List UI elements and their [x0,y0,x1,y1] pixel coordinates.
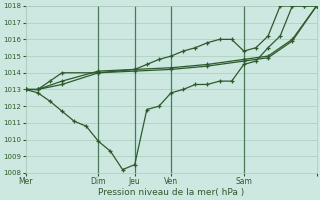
X-axis label: Pression niveau de la mer( hPa ): Pression niveau de la mer( hPa ) [98,188,244,197]
